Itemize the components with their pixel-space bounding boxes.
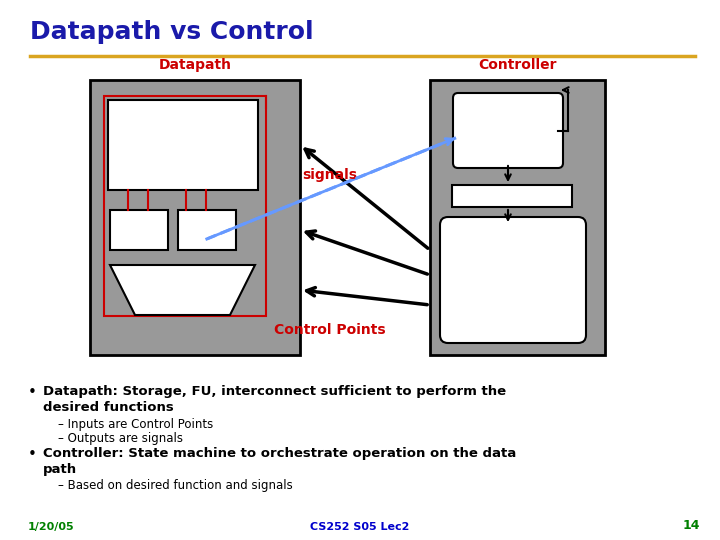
FancyBboxPatch shape — [453, 93, 563, 168]
Text: Control Points: Control Points — [274, 323, 386, 337]
Text: Controller: State machine to orchestrate operation on the data: Controller: State machine to orchestrate… — [43, 447, 516, 460]
Text: – Outputs are signals: – Outputs are signals — [58, 432, 183, 445]
Text: desired functions: desired functions — [43, 401, 174, 414]
Text: – Based on desired function and signals: – Based on desired function and signals — [58, 479, 293, 492]
Text: Controller: Controller — [478, 58, 557, 72]
Text: 1/20/05: 1/20/05 — [28, 522, 75, 532]
Text: Datapath vs Control: Datapath vs Control — [30, 20, 314, 44]
Text: 14: 14 — [683, 519, 700, 532]
Bar — [178, 210, 236, 250]
Bar — [110, 210, 168, 250]
Text: path: path — [43, 463, 77, 476]
Polygon shape — [110, 265, 255, 315]
Bar — [430, 80, 605, 355]
Text: •: • — [28, 447, 37, 462]
Text: Datapath: Storage, FU, interconnect sufficient to perform the: Datapath: Storage, FU, interconnect suff… — [43, 385, 506, 398]
Text: – Inputs are Control Points: – Inputs are Control Points — [58, 418, 213, 431]
Bar — [108, 100, 258, 190]
Bar — [90, 80, 300, 355]
Bar — [452, 185, 572, 207]
Bar — [104, 96, 266, 316]
Text: Datapath: Datapath — [158, 58, 232, 72]
Text: CS252 S05 Lec2: CS252 S05 Lec2 — [310, 522, 410, 532]
Text: •: • — [28, 385, 37, 400]
FancyBboxPatch shape — [440, 217, 586, 343]
Text: signals: signals — [302, 168, 358, 182]
